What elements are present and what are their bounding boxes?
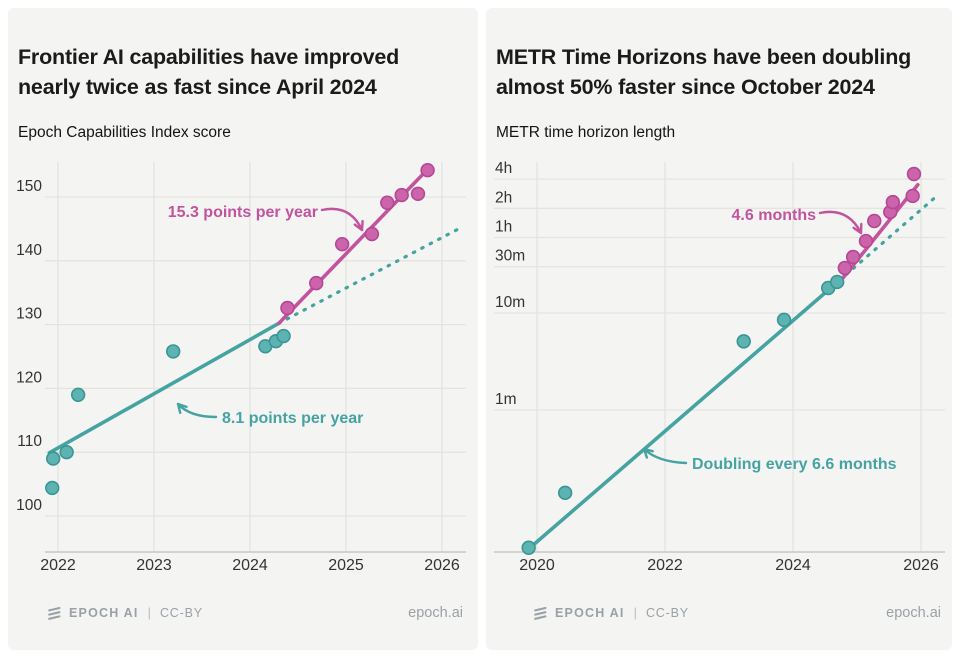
- license-label: CC-BY: [645, 606, 689, 620]
- models-before-october-2024-point: [557, 485, 573, 501]
- models-since-april-2024-point: [380, 195, 395, 210]
- models-since-october-2024-point: [858, 233, 874, 249]
- models-since-october-2024-point: [867, 213, 882, 229]
- models-before-october-2024-point: [829, 274, 845, 290]
- footer-separator: |: [633, 605, 637, 620]
- annotation-arrowhead: [642, 447, 654, 459]
- y-tick-label: 30m: [495, 248, 525, 265]
- models-before-april-2024-point: [45, 480, 60, 496]
- models-since-october-2024-point: [905, 188, 920, 204]
- x-tick-label: 2024: [232, 557, 268, 574]
- epoch-ai-logo-icon: [534, 606, 547, 620]
- models-since-april-2024-point: [309, 275, 324, 291]
- x-tick-label: 2022: [647, 557, 683, 574]
- annotation-label: 4.6 months: [732, 207, 817, 224]
- brand-label: EPOCH AI: [555, 606, 625, 620]
- annotation-arrowhead: [353, 219, 364, 232]
- y-tick-label: 110: [17, 433, 42, 450]
- trend-doubling-4.6-months: [837, 182, 920, 285]
- right-footer: EPOCH AI | CC-BY epoch.ai: [533, 602, 941, 624]
- left-chart-title: Frontier AI capabilities have improved n…: [18, 45, 400, 99]
- models-since-october-2024-point: [845, 249, 861, 265]
- models-since-april-2024-point: [280, 300, 295, 316]
- models-since-april-2024-point: [334, 237, 350, 252]
- annotation-label: Doubling every 6.6 months: [692, 456, 897, 473]
- annotation-label: 8.1 points per year: [222, 410, 363, 427]
- trend-6.6-extrapolated: [837, 192, 941, 283]
- models-since-october-2024-point: [885, 194, 901, 210]
- right-chart-ylabel: METR time horizon length: [496, 124, 676, 141]
- models-before-april-2024-point: [276, 328, 291, 344]
- models-before-april-2024-point: [59, 445, 74, 460]
- left-chart-panel: [8, 8, 478, 650]
- x-tick-label: 2026: [424, 557, 460, 574]
- models-since-october-2024-point: [837, 260, 853, 276]
- right-chart-title: METR Time Horizons have been doubling al…: [496, 45, 912, 99]
- right-chart-panel: [486, 8, 952, 650]
- left-chart-ylabel: Epoch Capabilities Index score: [18, 124, 231, 141]
- y-tick-label: 130: [16, 306, 42, 323]
- y-tick-label: 1m: [495, 391, 517, 408]
- trend-8.1-extrapolated: [277, 225, 464, 325]
- y-tick-label: 140: [16, 242, 42, 259]
- annotation-arrowhead: [852, 222, 863, 235]
- y-tick-label: 10m: [495, 294, 525, 311]
- models-before-october-2024-point: [736, 334, 751, 349]
- x-tick-label: 2025: [328, 557, 364, 574]
- models-since-april-2024-point: [420, 163, 435, 178]
- models-before-april-2024-point: [45, 451, 61, 466]
- left-footer: EPOCH AI | CC-BY epoch.ai: [47, 602, 463, 624]
- trend-8.1-points-per-year: [47, 321, 281, 455]
- annotation-arrowhead: [176, 402, 188, 414]
- models-before-april-2024-point: [70, 387, 86, 402]
- epoch-ai-logo-icon: [48, 606, 61, 620]
- y-tick-label: 150: [16, 178, 42, 195]
- annotation-arrow: [176, 402, 218, 419]
- epoch-ai-url: epoch.ai: [886, 605, 941, 621]
- footer-separator: |: [147, 605, 151, 620]
- y-tick-label: 100: [16, 497, 42, 514]
- models-since-april-2024-point: [394, 187, 409, 203]
- models-before-october-2024-point: [521, 540, 536, 555]
- models-since-april-2024-point: [410, 186, 426, 202]
- trend-15.3-points-per-year: [276, 164, 433, 326]
- annotation-arrow: [818, 210, 863, 235]
- models-since-april-2024-point: [364, 226, 380, 242]
- x-tick-label: 2024: [775, 557, 811, 574]
- brand-label: EPOCH AI: [69, 606, 139, 620]
- license-label: CC-BY: [159, 606, 203, 620]
- x-tick-label: 2020: [519, 557, 555, 574]
- x-tick-label: 2023: [136, 557, 172, 574]
- trend-doubling-6.6-months: [525, 278, 841, 552]
- y-tick-label: 4h: [495, 160, 512, 177]
- epoch-ai-url: epoch.ai: [408, 605, 463, 621]
- y-tick-label: 2h: [495, 189, 512, 206]
- x-tick-label: 2026: [903, 557, 939, 574]
- models-since-october-2024-point: [906, 166, 922, 182]
- y-tick-label: 1h: [495, 219, 512, 236]
- models-before-october-2024-point: [776, 312, 792, 328]
- y-tick-label: 120: [16, 369, 42, 386]
- annotation-arrow: [320, 207, 364, 232]
- x-tick-label: 2022: [40, 557, 76, 574]
- annotation-label: 15.3 points per year: [168, 204, 318, 221]
- models-before-april-2024-point: [166, 344, 181, 359]
- annotation-arrow: [642, 447, 688, 465]
